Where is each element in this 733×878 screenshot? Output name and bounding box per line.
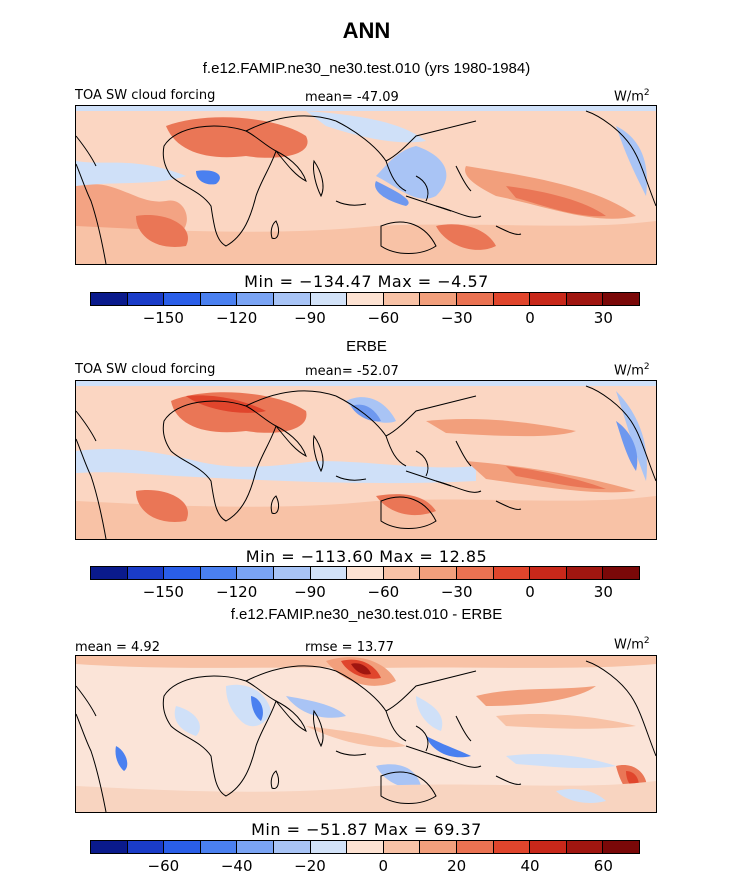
colorbar-swatch xyxy=(493,567,531,579)
colorbar-swatch xyxy=(164,841,201,853)
colorbar-tick-label: −40 xyxy=(220,857,253,875)
colorbar-swatch xyxy=(420,293,457,305)
panel-1-mean-label: mean= -47.09 xyxy=(305,90,399,105)
panel-1-minmax: Min = −134.47 Max = −4.57 xyxy=(244,272,489,291)
colorbar-swatch xyxy=(530,293,567,305)
colorbar-swatch xyxy=(456,841,494,853)
colorbar-swatch xyxy=(310,293,348,305)
colorbar-tick-label: 20 xyxy=(447,857,467,875)
colorbar-swatch xyxy=(566,293,604,305)
colorbar-swatch xyxy=(420,841,457,853)
colorbar-tick-label: −20 xyxy=(294,857,326,875)
colorbar-swatch xyxy=(603,841,639,853)
colorbar-tick-label: −150 xyxy=(142,309,184,327)
colorbar-swatch xyxy=(127,293,165,305)
panel-2-minmax: Min = −113.60 Max = 12.85 xyxy=(245,547,488,566)
panel-1-map xyxy=(75,105,657,265)
colorbar-swatch xyxy=(347,567,384,579)
panel-2-map xyxy=(75,380,657,540)
colorbar-swatch xyxy=(603,293,639,305)
panel-3-rmse-label: rmse = 13.77 xyxy=(305,640,394,655)
colorbar-swatch xyxy=(273,841,311,853)
panel-3-colorbar xyxy=(90,840,640,854)
panel-2-mean-label: mean= -52.07 xyxy=(305,364,399,379)
panel-2-units-label: W/m2 xyxy=(614,362,650,379)
colorbar-tick-label: 0 xyxy=(378,857,389,875)
colorbar-swatch xyxy=(164,567,201,579)
colorbar-tick-label: −120 xyxy=(216,309,258,327)
colorbar-swatch xyxy=(456,293,494,305)
panel-2-heading: ERBE xyxy=(346,338,387,355)
colorbar-swatch xyxy=(273,293,311,305)
colorbar-swatch xyxy=(273,567,311,579)
colorbar-swatch xyxy=(237,567,274,579)
colorbar-swatch xyxy=(566,841,604,853)
colorbar-swatch xyxy=(603,567,639,579)
panel-2-colorbar xyxy=(90,566,640,580)
colorbar-swatch xyxy=(237,293,274,305)
panel-1-colorbar-ticks: −150 −120 −90 −60 −30 0 30 xyxy=(90,309,640,327)
panel-3-units-label: W/m2 xyxy=(614,636,650,653)
colorbar-swatch xyxy=(566,567,604,579)
colorbar-tick-label: −60 xyxy=(367,309,400,327)
panel-3-heading: f.e12.FAMIP.ne30_ne30.test.010 - ERBE xyxy=(230,606,503,623)
panel-1-units-label: W/m2 xyxy=(614,88,650,105)
colorbar-swatch xyxy=(456,567,494,579)
colorbar-swatch xyxy=(347,841,384,853)
colorbar-swatch xyxy=(310,567,348,579)
colorbar-tick-label: −90 xyxy=(294,309,326,327)
colorbar-tick-label: 60 xyxy=(593,857,613,875)
colorbar-swatch xyxy=(383,841,421,853)
panel-1-heading: f.e12.FAMIP.ne30_ne30.test.010 (yrs 1980… xyxy=(202,60,531,77)
colorbar-tick-label: −120 xyxy=(216,583,258,601)
colorbar-swatch xyxy=(200,293,238,305)
panel-3-map xyxy=(75,655,657,813)
figure-title: ANN xyxy=(342,18,391,43)
colorbar-tick-label: −60 xyxy=(147,857,180,875)
colorbar-tick-label: 30 xyxy=(593,309,613,327)
colorbar-tick-label: 30 xyxy=(593,583,613,601)
colorbar-swatch xyxy=(127,841,165,853)
colorbar-swatch xyxy=(127,567,165,579)
panel-1-colorbar xyxy=(90,292,640,306)
colorbar-swatch xyxy=(91,567,128,579)
colorbar-swatch xyxy=(347,293,384,305)
panel-2-colorbar-ticks: −150 −120 −90 −60 −30 0 30 xyxy=(90,583,640,601)
colorbar-tick-label: −150 xyxy=(142,583,184,601)
colorbar-swatch xyxy=(493,293,531,305)
colorbar-swatch xyxy=(420,567,457,579)
colorbar-swatch xyxy=(200,841,238,853)
panel-3-colorbar-ticks: −60 −40 −20 0 20 40 60 xyxy=(90,857,640,875)
panel-3-minmax: Min = −51.87 Max = 69.37 xyxy=(251,820,482,839)
colorbar-tick-label: 0 xyxy=(525,309,535,327)
colorbar-swatch xyxy=(383,293,421,305)
colorbar-swatch xyxy=(310,841,348,853)
colorbar-swatch xyxy=(91,841,128,853)
colorbar-swatch xyxy=(530,567,567,579)
colorbar-tick-label: −30 xyxy=(440,583,473,601)
colorbar-swatch xyxy=(493,841,531,853)
colorbar-swatch xyxy=(200,567,238,579)
panel-1-variable-label: TOA SW cloud forcing xyxy=(75,88,216,103)
colorbar-swatch xyxy=(383,567,421,579)
colorbar-swatch xyxy=(164,293,201,305)
colorbar-swatch xyxy=(91,293,128,305)
panel-2-variable-label: TOA SW cloud forcing xyxy=(75,362,216,377)
colorbar-tick-label: 0 xyxy=(525,583,535,601)
panel-3-mean-label: mean = 4.92 xyxy=(75,640,160,655)
colorbar-swatch xyxy=(530,841,567,853)
colorbar-swatch xyxy=(237,841,274,853)
colorbar-tick-label: −30 xyxy=(440,309,473,327)
colorbar-tick-label: −90 xyxy=(294,583,326,601)
colorbar-tick-label: 40 xyxy=(520,857,540,875)
colorbar-tick-label: −60 xyxy=(367,583,400,601)
